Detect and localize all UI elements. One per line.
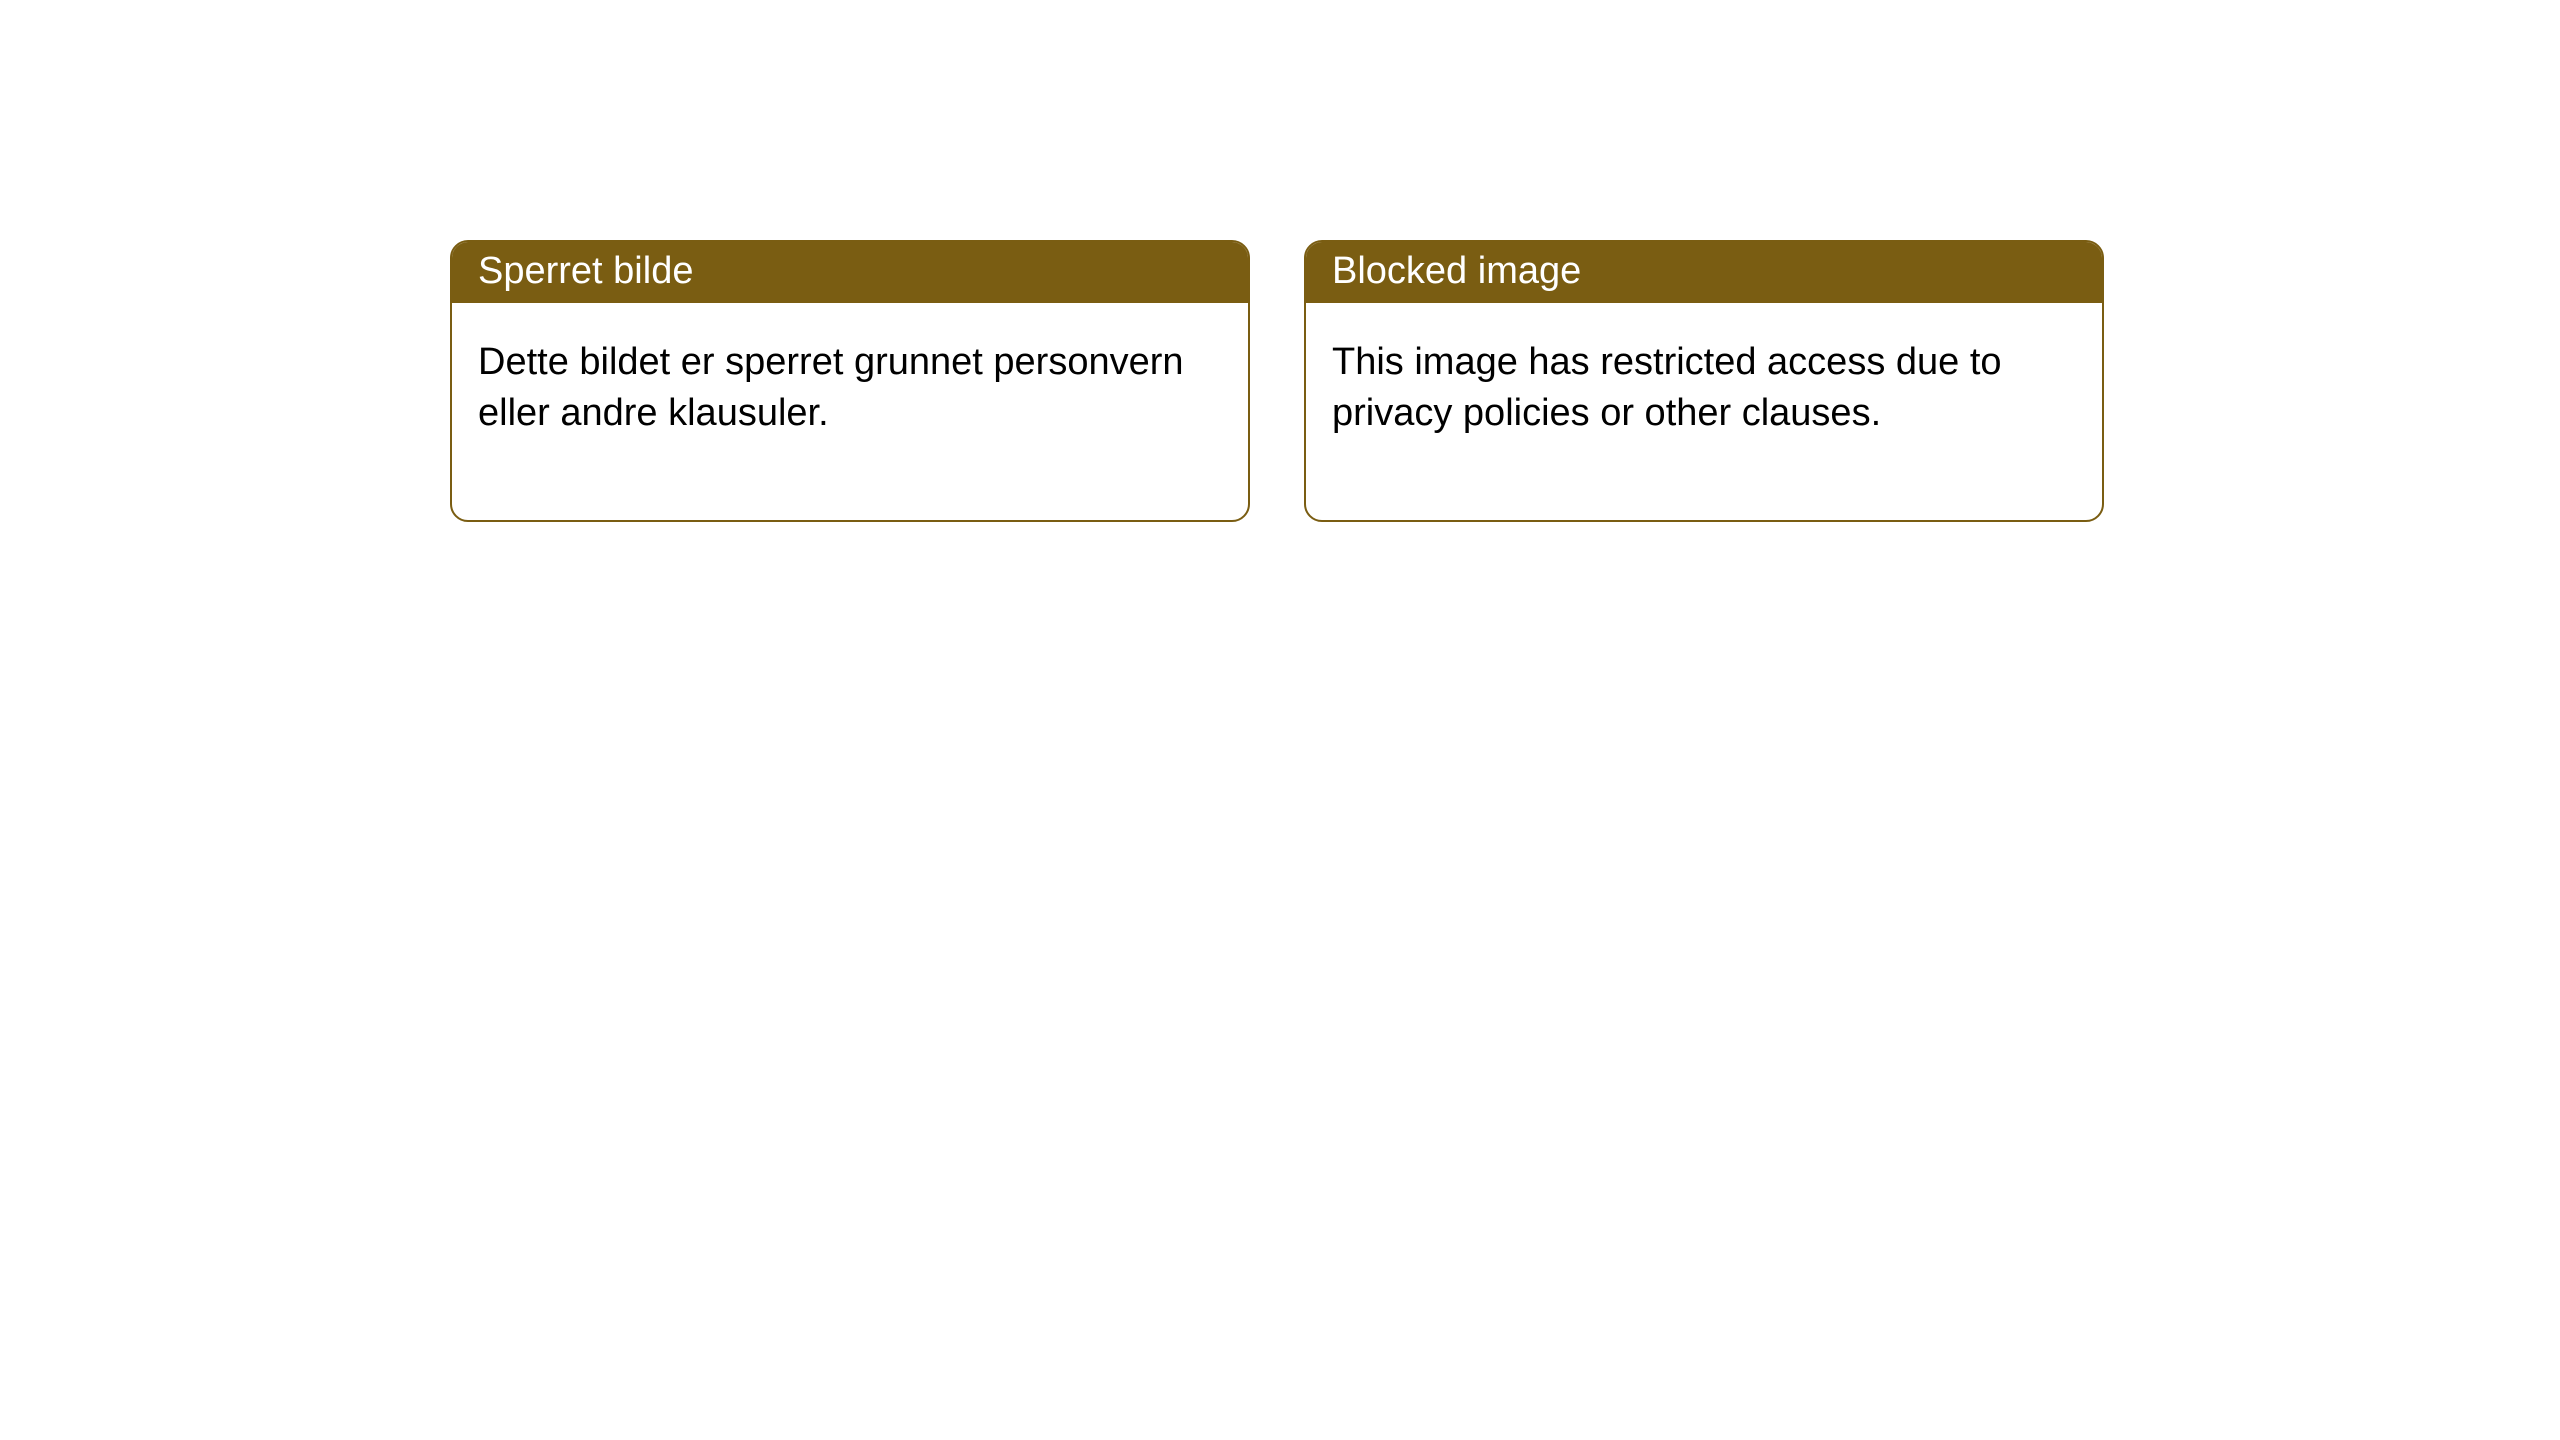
notice-card-english: Blocked image This image has restricted … xyxy=(1304,240,2104,522)
notice-container: Sperret bilde Dette bildet er sperret gr… xyxy=(0,0,2560,522)
notice-body: This image has restricted access due to … xyxy=(1306,303,2102,520)
notice-card-norwegian: Sperret bilde Dette bildet er sperret gr… xyxy=(450,240,1250,522)
notice-body: Dette bildet er sperret grunnet personve… xyxy=(452,303,1248,520)
notice-header: Blocked image xyxy=(1306,242,2102,303)
notice-header: Sperret bilde xyxy=(452,242,1248,303)
